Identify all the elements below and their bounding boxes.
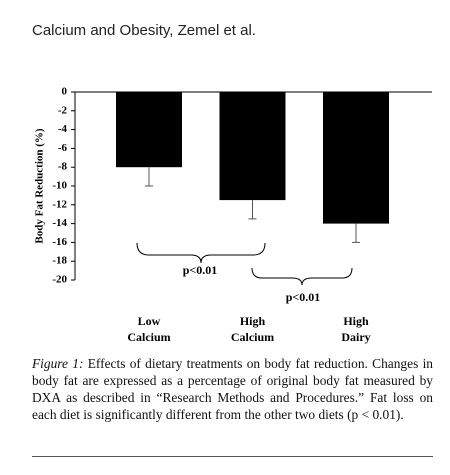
y-tick-label: -12	[52, 198, 67, 210]
y-tick-label: -6	[58, 142, 68, 154]
y-tick-label: -2	[58, 104, 68, 116]
bar	[116, 92, 182, 168]
error-bar	[352, 223, 360, 243]
y-tick-label: -18	[52, 255, 67, 267]
caption: Figure 1: Effects of dietary treatments …	[32, 355, 433, 423]
bar	[219, 92, 286, 201]
header-title: Calcium and Obesity, Zemel et al.	[32, 22, 256, 39]
x-tick-label: Low Calcium	[127, 314, 170, 344]
error-bar	[145, 167, 153, 187]
brace	[251, 267, 353, 286]
y-axis-label: Body Fat Reduction (%)	[34, 128, 46, 244]
y-tick-label: 0	[62, 86, 68, 98]
rule	[32, 456, 433, 457]
annotation: p<0.01	[183, 263, 218, 277]
y-tick-label: -4	[58, 123, 68, 135]
y-tick-label: -8	[58, 161, 68, 173]
bar	[323, 92, 389, 224]
chart: Body Fat Reduction (%) p<0.01 p<0.01 0 -2…	[34, 86, 432, 344]
y-tick-label: -10	[52, 180, 67, 192]
y-tick-label: -14	[52, 217, 67, 229]
x-tick-label: High Dairy	[341, 314, 370, 344]
annotation: p<0.01	[286, 290, 321, 304]
brace	[136, 242, 266, 264]
y-tick-label: -16	[52, 236, 67, 248]
x-tick-label: High Calcium	[231, 314, 274, 344]
caption-text: Effects of dietary treatments on body fa…	[32, 356, 433, 422]
caption-label: Figure 1:	[32, 356, 84, 371]
error-bar	[248, 200, 257, 220]
y-tick-label: -20	[52, 274, 67, 286]
